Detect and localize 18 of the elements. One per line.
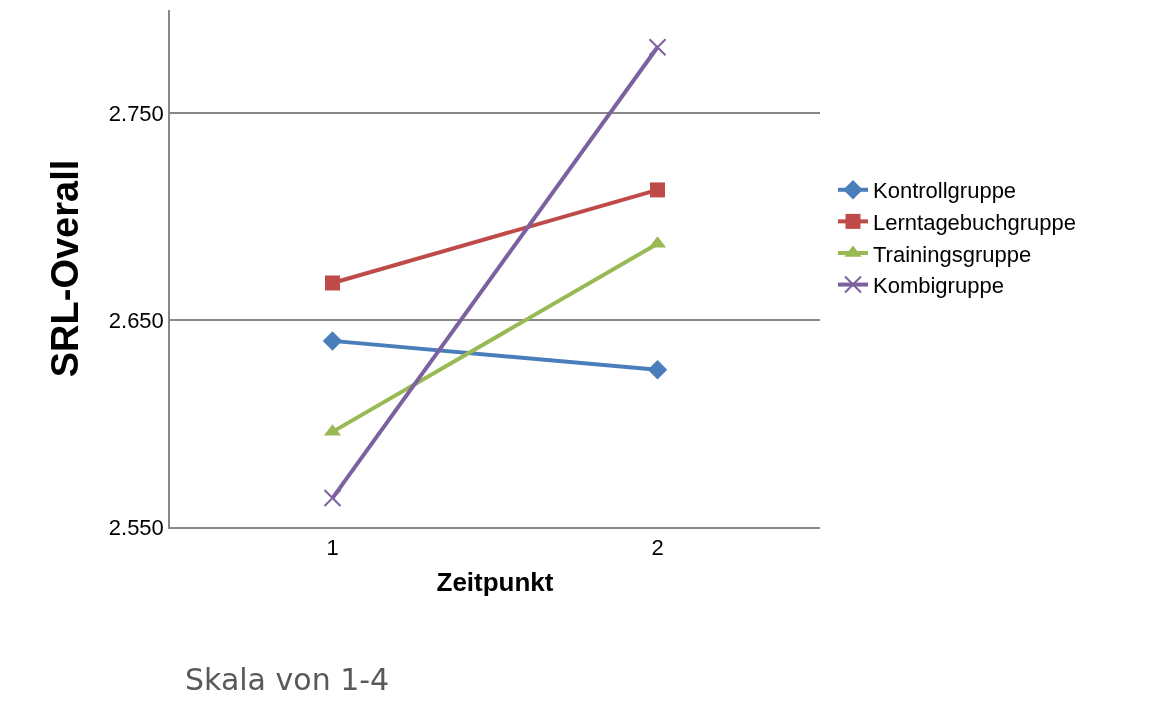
point [323, 489, 342, 508]
y-axis-title: SRL-Overall [44, 159, 87, 378]
legend-label: Kontrollgruppe [873, 178, 1017, 204]
point [648, 38, 667, 57]
legend-label: Trainingsgruppe [873, 241, 1032, 267]
y-tick-label: 2.550 [108, 514, 164, 540]
x-tick-label: 2 [651, 535, 664, 561]
y-tick-label: 2.750 [108, 101, 164, 127]
point [650, 182, 665, 198]
point [325, 275, 340, 291]
x-axis-title: Zeitpunkt [436, 567, 554, 598]
point [322, 331, 343, 351]
text: Skala von 1-4 [185, 662, 390, 697]
point [647, 360, 668, 380]
y-tick-label: 2.650 [108, 307, 164, 333]
legend-label: Kombigruppe [873, 273, 1004, 299]
x-tick-label: 1 [326, 535, 339, 561]
legend-label: Lerntagebuchgruppe [873, 209, 1077, 235]
